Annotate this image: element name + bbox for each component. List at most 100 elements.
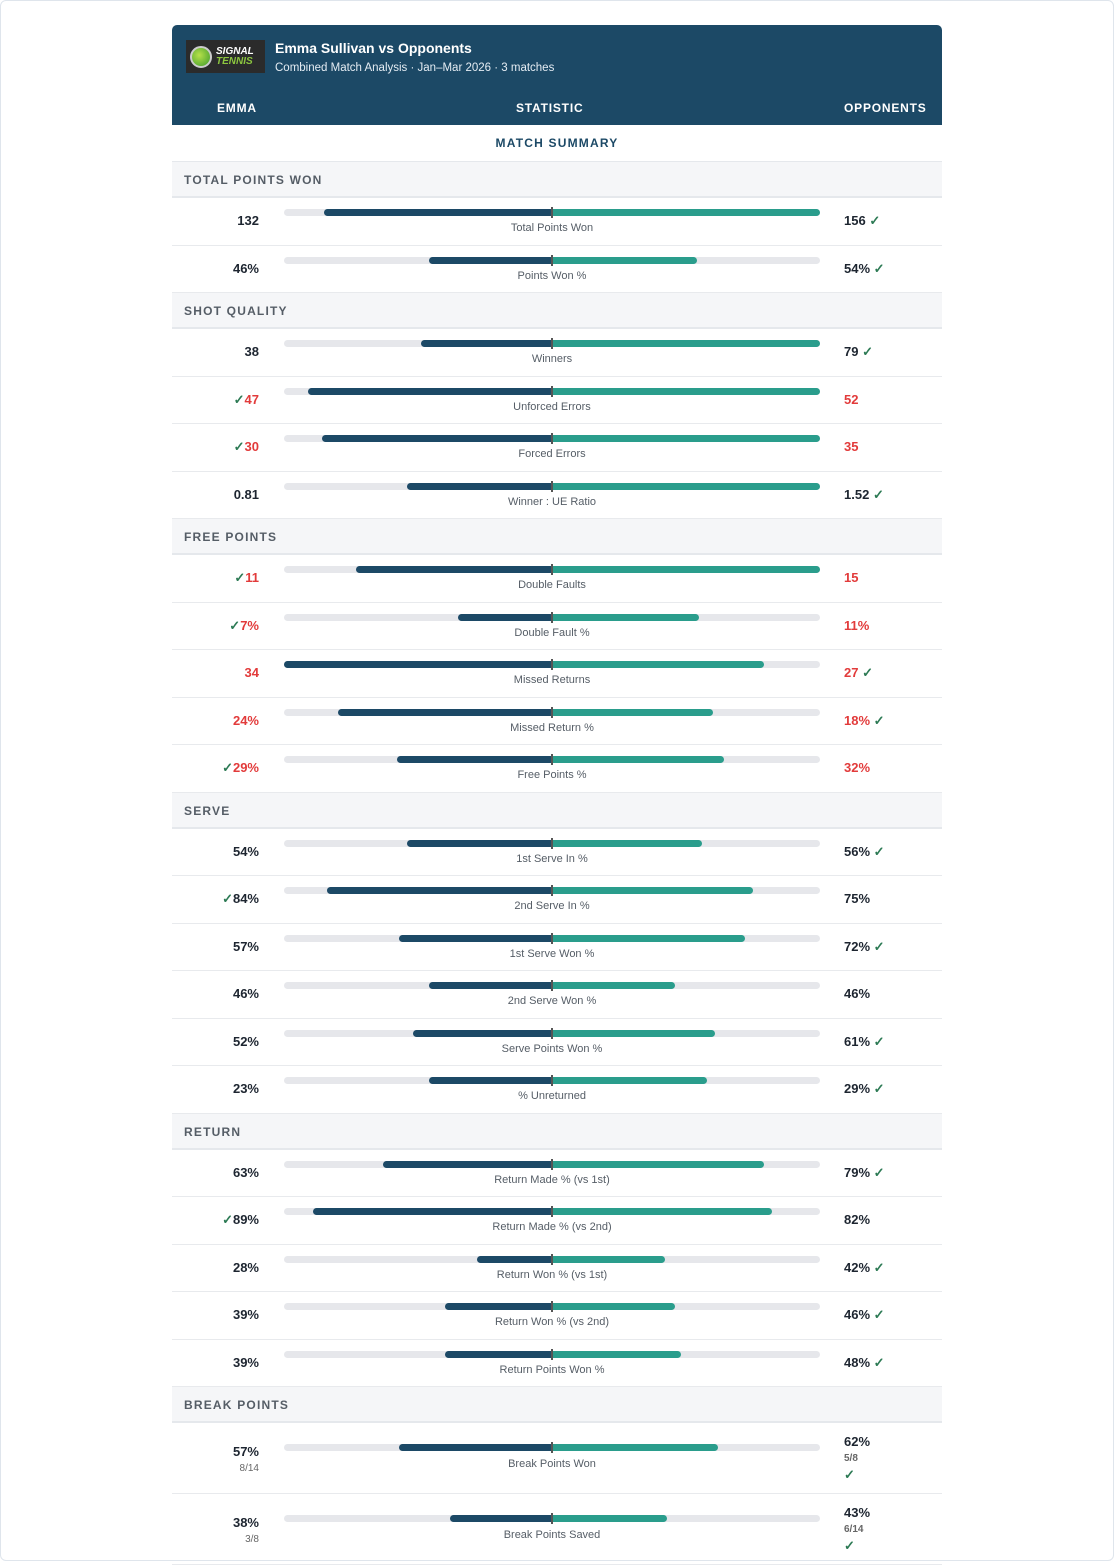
opponents-bar-fill: [552, 1208, 772, 1215]
center-marker: [551, 885, 553, 896]
opponents-bar-fill: [552, 1303, 676, 1310]
emma-value: 46%: [233, 986, 259, 1001]
section-header: TOTAL POINTS WON: [172, 162, 942, 198]
comparison-bar: [284, 754, 820, 765]
check-icon: ✓: [222, 891, 233, 906]
opponents-value: 46% ✓: [844, 1307, 885, 1323]
stat-label: Return Won % (vs 1st): [496, 1268, 608, 1281]
section-header: FREE POINTS: [172, 519, 942, 555]
comparison-bar: [284, 564, 820, 575]
emma-bar-fill: [321, 435, 552, 442]
opponents-value: 42% ✓: [844, 1260, 885, 1276]
stat-row: 28% Return Won % (vs 1st) 42% ✓: [172, 1245, 942, 1292]
stat-row: 132 Total Points Won 156 ✓: [172, 198, 942, 246]
comparison-bar: [284, 659, 820, 670]
column-header-emma: EMMA: [217, 101, 257, 115]
emma-value-text: 0.81: [233, 486, 259, 502]
opponents-value: 27 ✓: [844, 665, 873, 681]
check-icon: ✓: [862, 344, 873, 359]
stat-label: Return Points Won %: [499, 1363, 605, 1376]
emma-value: 57% 8/14: [233, 1444, 259, 1474]
match-summary-label: MATCH SUMMARY: [172, 125, 942, 162]
opponents-bar-fill: [552, 1255, 665, 1263]
emma-bar-fill: [356, 566, 552, 573]
stat-row: 57% 1st Serve Won % 72% ✓: [172, 924, 942, 971]
center-marker: [551, 932, 553, 944]
emma-bar-fill: [412, 1029, 552, 1037]
check-icon: ✓: [873, 1259, 885, 1275]
center-marker: [551, 980, 553, 991]
stat-row: ✓84% 2nd Serve In % 75%: [172, 876, 942, 924]
check-icon: ✓: [229, 617, 241, 633]
opponents-bar-fill: [552, 982, 676, 989]
opponents-value-text: 79: [844, 344, 859, 359]
comparison-bar: [284, 1027, 820, 1039]
opponents-value-text: 43%: [844, 1505, 871, 1520]
center-marker: [551, 611, 553, 623]
opponents-value-text: 27: [844, 665, 859, 680]
column-header-statistic: STATISTIC: [516, 101, 584, 115]
emma-value: 52%: [233, 1034, 259, 1049]
opponents-value-text: 46%: [844, 1307, 871, 1322]
stat-row: ✓30 Forced Errors 35: [172, 424, 942, 472]
stat-row: 34 Missed Returns 27 ✓: [172, 650, 942, 698]
logo-text-2: TENNIS: [216, 55, 253, 67]
opponents-bar-fill: [552, 1077, 708, 1084]
comparison-bar: [284, 1158, 820, 1170]
opponents-bar-fill: [552, 934, 745, 942]
comparison-bar: [284, 980, 820, 991]
center-marker: [551, 564, 553, 575]
emma-value: ✓47: [234, 392, 259, 408]
check-icon: ✓: [873, 1307, 885, 1322]
stat-label: 2nd Serve In %: [514, 900, 590, 912]
emma-value-text: 89%: [232, 1212, 259, 1227]
emma-value-text: 84%: [232, 891, 259, 906]
section-header: SERVE: [172, 792, 942, 829]
opponents-value-text: 54%: [844, 260, 871, 276]
comparison-bar: [284, 207, 820, 218]
stat-row: 38% 3/8 Break Points Saved 43% 6/14 ✓: [172, 1494, 942, 1565]
opponents-value-text: 42%: [844, 1259, 871, 1275]
center-marker: [551, 338, 553, 349]
opponents-bar-fill: [552, 839, 703, 847]
center-marker: [551, 254, 553, 266]
stat-row: 46% Points Won % 54% ✓: [172, 246, 942, 293]
check-icon: ✓: [873, 1081, 885, 1096]
emma-bar-fill: [383, 1160, 552, 1168]
check-icon: ✓: [233, 391, 245, 407]
center-marker: [551, 754, 553, 765]
opponents-value: 18% ✓: [844, 713, 885, 729]
opponents-fraction: 5/8: [844, 1453, 858, 1464]
comparison-bar: [284, 1348, 820, 1360]
emma-bar-fill: [313, 1208, 552, 1215]
stat-label: % Unreturned: [518, 1090, 586, 1102]
stat-row: ✓29% Free Points % 32%: [172, 745, 942, 793]
emma-bar-fill: [458, 613, 552, 621]
check-icon: ✓: [872, 486, 884, 502]
emma-bar-fill: [326, 887, 552, 894]
stat-row: 63% Return Made % (vs 1st) 79% ✓: [172, 1150, 942, 1197]
check-icon: ✓: [222, 760, 233, 775]
comparison-bar: [284, 480, 820, 492]
opponents-value-text: 156: [844, 213, 866, 228]
stat-label: Winners: [531, 353, 573, 365]
opponents-value: 46%: [844, 986, 870, 1001]
emma-value: 34: [245, 665, 259, 680]
opponents-bar-fill: [552, 613, 700, 621]
stat-row: ✓7% Double Fault % 11%: [172, 603, 942, 650]
comparison-bar: [284, 1075, 820, 1086]
stat-label: Return Made % (vs 2nd): [492, 1221, 612, 1233]
stat-label: Forced Errors: [518, 448, 586, 460]
center-marker: [551, 385, 553, 397]
emma-value: 54%: [233, 844, 259, 859]
center-marker: [551, 1442, 553, 1453]
emma-value-text: 57%: [232, 1444, 259, 1459]
emma-bar-fill: [284, 661, 552, 668]
opponents-value-text: 35: [844, 439, 859, 454]
emma-value-text: 11: [245, 570, 259, 585]
stat-label: Free Points %: [517, 769, 587, 781]
match-stats-card: SIGNAL TENNIS Emma Sullivan vs Opponents …: [172, 25, 942, 1565]
emma-value: ✓89%: [222, 1212, 259, 1228]
center-marker: [551, 433, 553, 444]
opponents-value-text: 56%: [844, 843, 871, 859]
